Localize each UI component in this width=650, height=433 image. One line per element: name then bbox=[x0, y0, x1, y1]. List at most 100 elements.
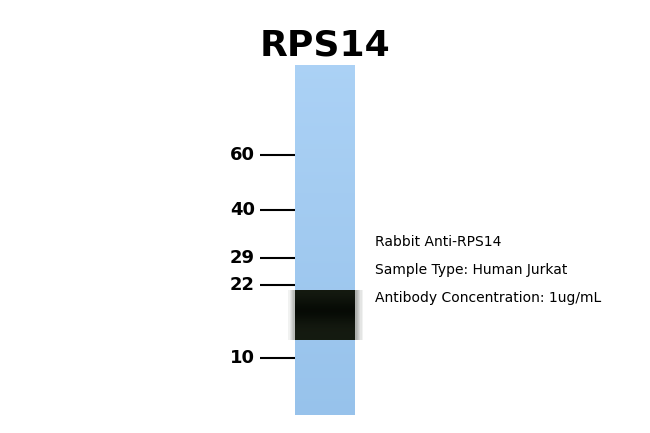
Bar bbox=[295, 291, 355, 292]
Bar bbox=[295, 172, 355, 174]
Bar bbox=[295, 65, 355, 68]
Bar bbox=[295, 224, 355, 226]
Bar bbox=[295, 177, 355, 179]
Bar bbox=[295, 322, 355, 323]
Bar bbox=[295, 408, 355, 410]
Bar bbox=[295, 70, 355, 72]
Bar bbox=[295, 315, 355, 316]
Bar bbox=[295, 291, 355, 294]
Bar bbox=[295, 128, 355, 130]
Bar bbox=[295, 321, 355, 322]
Bar bbox=[295, 214, 355, 216]
Bar bbox=[295, 399, 355, 401]
Bar bbox=[295, 392, 355, 394]
Bar bbox=[295, 406, 355, 408]
Bar bbox=[295, 259, 355, 261]
Bar bbox=[295, 235, 355, 238]
Bar bbox=[295, 77, 355, 79]
Bar bbox=[295, 338, 355, 340]
Bar bbox=[295, 373, 355, 375]
Bar bbox=[298, 290, 300, 340]
Bar bbox=[317, 290, 318, 340]
Bar bbox=[361, 290, 362, 340]
Bar bbox=[295, 303, 355, 304]
Bar bbox=[295, 242, 355, 245]
Bar bbox=[333, 290, 334, 340]
Bar bbox=[295, 149, 355, 151]
Bar bbox=[295, 357, 355, 359]
Bar bbox=[295, 329, 355, 331]
Bar bbox=[295, 324, 355, 325]
Bar bbox=[320, 290, 321, 340]
Bar bbox=[295, 331, 355, 332]
Bar bbox=[295, 347, 355, 350]
Bar bbox=[295, 327, 355, 328]
Bar bbox=[295, 74, 355, 77]
Bar bbox=[295, 140, 355, 142]
Bar bbox=[295, 158, 355, 161]
Bar bbox=[295, 301, 355, 302]
Bar bbox=[295, 320, 355, 321]
Bar bbox=[295, 280, 355, 282]
Bar bbox=[359, 290, 361, 340]
Bar bbox=[295, 165, 355, 168]
Bar bbox=[295, 298, 355, 299]
Bar bbox=[288, 290, 289, 340]
Bar bbox=[295, 331, 355, 333]
Bar bbox=[316, 290, 317, 340]
Bar bbox=[295, 277, 355, 280]
Bar bbox=[295, 301, 355, 303]
Bar bbox=[295, 90, 355, 93]
Bar bbox=[295, 333, 355, 336]
Bar bbox=[295, 273, 355, 275]
Bar bbox=[295, 319, 355, 320]
Bar bbox=[295, 123, 355, 126]
Text: 40: 40 bbox=[230, 201, 255, 219]
Text: Sample Type: Human Jurkat: Sample Type: Human Jurkat bbox=[375, 263, 567, 277]
Bar bbox=[352, 290, 353, 340]
Bar bbox=[295, 315, 355, 317]
Bar bbox=[295, 350, 355, 352]
Bar bbox=[295, 293, 355, 294]
Bar bbox=[329, 290, 330, 340]
Bar bbox=[295, 168, 355, 170]
Bar bbox=[295, 126, 355, 128]
Bar bbox=[306, 290, 307, 340]
Bar bbox=[295, 231, 355, 233]
Bar bbox=[295, 79, 355, 81]
Bar bbox=[295, 219, 355, 221]
Bar bbox=[295, 135, 355, 137]
Bar bbox=[305, 290, 306, 340]
Bar bbox=[295, 216, 355, 219]
Bar bbox=[295, 247, 355, 249]
Bar bbox=[322, 290, 324, 340]
Bar bbox=[295, 93, 355, 95]
Bar bbox=[295, 221, 355, 224]
Bar bbox=[295, 238, 355, 240]
Bar bbox=[318, 290, 320, 340]
Bar bbox=[295, 233, 355, 235]
Bar bbox=[295, 295, 355, 296]
Bar bbox=[295, 112, 355, 114]
Bar bbox=[295, 314, 355, 315]
Bar bbox=[315, 290, 316, 340]
Bar bbox=[295, 132, 355, 135]
Bar bbox=[295, 305, 355, 308]
Bar bbox=[295, 193, 355, 196]
Bar bbox=[295, 184, 355, 186]
Bar bbox=[294, 290, 296, 340]
Text: Rabbit Anti-RPS14: Rabbit Anti-RPS14 bbox=[375, 235, 501, 249]
Bar bbox=[295, 333, 355, 334]
Bar bbox=[343, 290, 344, 340]
Bar bbox=[295, 307, 355, 308]
Bar bbox=[295, 308, 355, 309]
Bar bbox=[295, 300, 355, 301]
Bar bbox=[295, 334, 355, 335]
Bar bbox=[295, 340, 355, 343]
Bar bbox=[295, 107, 355, 110]
Text: 29: 29 bbox=[230, 249, 255, 267]
Bar bbox=[291, 290, 292, 340]
Bar bbox=[295, 317, 355, 318]
Bar bbox=[295, 335, 355, 336]
Bar bbox=[295, 368, 355, 371]
